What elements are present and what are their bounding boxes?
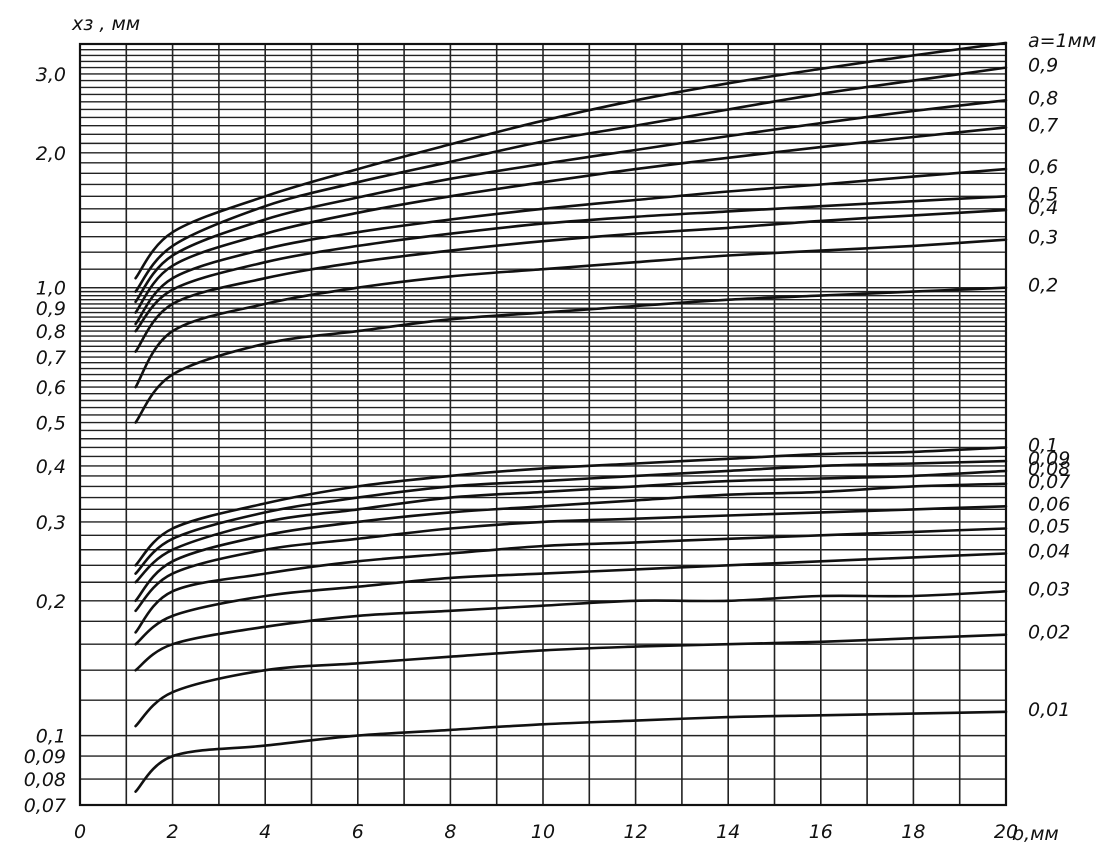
- x-tick-labels: 0 2 4 6 8 10 12 14 16 18 20: [74, 821, 1018, 843]
- series-line: [134, 167, 1008, 326]
- x-tick-label: 18: [901, 821, 925, 843]
- x-tick-label: 20: [994, 821, 1018, 843]
- series-line: [134, 505, 1008, 613]
- series-label: 0,5: [1028, 183, 1058, 205]
- y-tick-label: 0,07: [24, 795, 66, 817]
- y-tick-label: 1,0: [36, 278, 66, 300]
- y-tick-labels: 0,07 0,080,090,1 0,2 0,3 0,4 0,5 0,6 0,7 0,80,91…: [24, 64, 66, 817]
- series-line: [134, 590, 1008, 672]
- x-tick-label: 8: [444, 821, 456, 843]
- x-tick-label: 0: [74, 821, 86, 843]
- series-label: 0,3: [1028, 227, 1058, 249]
- y-tick-label: 0,7: [36, 347, 66, 369]
- series-label: 0,02: [1028, 622, 1070, 644]
- series-label: a=1мм: [1028, 30, 1096, 52]
- x-tick-label: 6: [352, 821, 364, 843]
- series-label: 0,2: [1028, 275, 1058, 297]
- series-label: 0,03: [1028, 578, 1070, 600]
- series-label: 0,1: [1028, 434, 1058, 456]
- y-tick-label: 0,3: [36, 512, 66, 534]
- y-tick-label: 0,6: [36, 377, 66, 399]
- y-tick-label: 3,0: [36, 64, 66, 86]
- series-label: 0,6: [1028, 156, 1058, 178]
- y-tick-label: 0,1: [36, 726, 66, 748]
- series-line: [134, 195, 1008, 333]
- series-label: 0,8: [1028, 87, 1058, 109]
- series-label: 0,08: [1028, 458, 1070, 480]
- series-labels: a=1мм 0,9 0,8 0,7 0,6 0,50,4 0,3 0,2 0,10,090,08…: [1028, 30, 1096, 721]
- y-tick-label: 0,8: [36, 321, 66, 343]
- y-tick-label: 0,2: [36, 591, 66, 613]
- series-label: 0,7: [1028, 114, 1058, 136]
- x-tick-label: 16: [809, 821, 833, 843]
- x-tick-label: 14: [716, 821, 740, 843]
- series-label: 0,09: [1028, 448, 1070, 470]
- y-tick-label: 0,5: [36, 413, 66, 435]
- y-axis-title: xз , мм: [71, 13, 140, 35]
- plot-border: [78, 42, 1008, 807]
- series-label: 0,9: [1028, 55, 1058, 77]
- grid-lines: [79, 43, 1007, 806]
- y-tick-label: 0,9: [36, 298, 66, 320]
- series-line: [134, 238, 1008, 389]
- series-line: [134, 633, 1008, 728]
- series-line: [134, 482, 1008, 603]
- series-line: [134, 41, 1008, 280]
- series-curves: [134, 41, 1008, 793]
- y-tick-label: 0,08: [24, 769, 66, 791]
- series-label: 0,04: [1028, 541, 1070, 563]
- series-label: 0,07: [1028, 471, 1070, 493]
- series-line: [134, 710, 1008, 793]
- series-label: 0,05: [1028, 515, 1070, 537]
- series-line: [134, 66, 1008, 293]
- series-label: 0,06: [1028, 493, 1070, 515]
- series-line: [134, 469, 1008, 584]
- y-tick-label: 0,4: [36, 456, 66, 478]
- series-line: [134, 208, 1008, 353]
- series-line: [134, 527, 1008, 634]
- series-line: [134, 126, 1008, 314]
- series-label: 0,4: [1028, 197, 1058, 219]
- x-tick-label: 12: [624, 821, 648, 843]
- series-line: [134, 286, 1008, 424]
- series-line: [134, 552, 1008, 646]
- y-tick-label: 0,09: [24, 746, 66, 768]
- x-axis-title: b,мм: [1012, 823, 1059, 845]
- plot-frame: [78, 42, 1008, 807]
- x-tick-label: 4: [259, 821, 271, 843]
- series-line: [134, 459, 1008, 575]
- x-tick-label: 10: [531, 821, 555, 843]
- y-tick-label: 2,0: [36, 143, 66, 165]
- series-line: [134, 446, 1008, 567]
- series-label: 0,01: [1028, 699, 1070, 721]
- x-tick-label: 2: [167, 821, 179, 843]
- series-line: [134, 99, 1008, 304]
